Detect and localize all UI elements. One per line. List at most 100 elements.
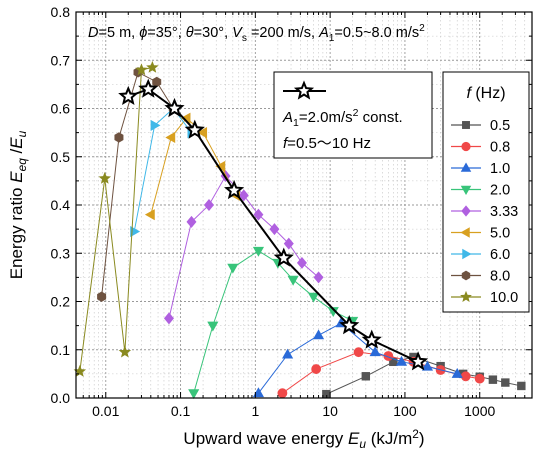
data-point-0-5 (501, 378, 510, 387)
data-point-3-33 (269, 223, 280, 236)
legend-items: 0.5 0.8 1.0 2.0 3.33 5.0 6.0 8.0 10.0 (451, 118, 518, 306)
x-tick-label: 0.1 (171, 403, 191, 419)
data-point-2-0 (252, 246, 265, 257)
legend-item-10-0: 10.0 (451, 290, 518, 306)
legend-marker-icon (460, 290, 472, 303)
data-point-5-0 (144, 209, 155, 221)
data-point-3-33 (186, 215, 197, 228)
reference-point (273, 247, 294, 267)
data-point-1-0 (421, 360, 434, 371)
legend-item-1-0: 1.0 (451, 161, 510, 177)
data-point-10-0 (118, 345, 132, 358)
data-point-3-33 (163, 312, 174, 325)
y-tick-label: 0.1 (51, 342, 71, 358)
data-point-3-33 (283, 237, 294, 250)
x-tick-label: 0.01 (92, 403, 119, 419)
y-axis-label: Energy ratio Eeq​ /Eu​ (7, 130, 29, 279)
data-point-1-0 (252, 387, 265, 398)
legend-item-6-0: 6.0 (451, 247, 510, 263)
data-point-3-33 (203, 199, 214, 211)
y-tick-label: 0.7 (51, 52, 71, 68)
chart-header-text: D=5 m, ϕ=35°, θ=30°, Vs​ =200 m/s, A1​=0… (88, 23, 425, 44)
legend-item-2-0: 2.0 (451, 183, 510, 199)
data-point-0-8 (277, 388, 288, 399)
reference-inset-box (273, 71, 433, 159)
legend-marker-icon (461, 141, 471, 152)
data-point-0-8 (460, 371, 471, 382)
series-line-6-0 (133, 107, 192, 232)
legend-label: 0.8 (490, 140, 510, 156)
y-tick-label: 0.6 (51, 101, 71, 117)
data-point-0-8 (474, 373, 485, 384)
axes: 0.01 0.1 1 10 100 1000 0.0 0.1 0.2 0.3 0.4 0.5 0.6 0.… (51, 4, 532, 419)
reference-inset-const-label: A1​=2.0m/s2​ const. (282, 107, 403, 129)
data-point-0-5 (517, 381, 526, 391)
legend-label: 1.0 (490, 161, 510, 177)
legend-label: 6.0 (490, 247, 510, 263)
x-tick-label: 10 (322, 403, 338, 419)
legend-label: 2.0 (490, 183, 510, 199)
legend-item-0-8: 0.8 (451, 140, 510, 156)
data-point-0-5 (488, 375, 498, 384)
legend-label: 5.0 (490, 226, 510, 242)
legend-marker-icon (462, 121, 470, 129)
reference-line-layer (118, 78, 429, 371)
data-point-1-0 (282, 348, 294, 359)
data-point-1-0 (395, 355, 408, 366)
legend-item-3-33: 3.33 (451, 204, 518, 220)
data-point-3-33 (253, 208, 264, 221)
series-line-0-5 (326, 356, 522, 395)
series-2-0 (188, 246, 359, 400)
reference-inset-star-icon (293, 80, 315, 100)
legend-item-0-5: 0.5 (451, 118, 510, 134)
legend-marker-icon (462, 248, 472, 260)
legend-label: 8.0 (490, 269, 510, 285)
data-point-0-8 (353, 347, 364, 358)
reference-point (184, 119, 205, 139)
legend-item-5-0: 5.0 (451, 226, 510, 242)
reference-inset-star (293, 80, 315, 100)
reference-point (339, 315, 360, 335)
legend-marker-icon (461, 270, 471, 281)
x-tick-label: 100 (393, 403, 417, 419)
data-point-3-33 (296, 256, 307, 269)
data-point-2-0 (287, 275, 299, 286)
data-point-1-0 (312, 329, 325, 340)
legend-marker-icon (461, 205, 471, 217)
data-point-1-0 (451, 367, 463, 378)
reference-inset: A1​=2.0m/s2​ const. f=0.5～10 Hz (273, 71, 433, 159)
data-point-10-0 (98, 171, 112, 184)
legend-marker-icon (460, 185, 472, 196)
reference-point (138, 78, 159, 98)
data-point-8-0 (152, 76, 162, 88)
data-point-3-33 (238, 189, 249, 202)
data-point-2-0 (188, 389, 200, 400)
data-point-2-0 (207, 321, 219, 332)
reference-point (361, 329, 382, 349)
data-point-5-0 (165, 131, 176, 144)
reference-point (224, 179, 245, 200)
legend-item-8-0: 8.0 (451, 269, 510, 285)
legend-label: 3.33 (490, 204, 518, 220)
legend-title: f (Hz) (466, 85, 505, 102)
data-point-0-5 (389, 357, 398, 367)
legend-marker-icon (460, 227, 470, 238)
series-10-0 (73, 60, 159, 377)
data-point-2-0 (227, 263, 239, 274)
x-axis-label: Upward wave energy Eu​ (kJ/m2​) (183, 427, 424, 451)
data-point-2-0 (307, 292, 320, 303)
series-line-3-33 (168, 175, 319, 319)
y-tick-label: 0.5 (51, 149, 71, 165)
data-point-8-0 (114, 132, 124, 143)
data-point-6-0 (150, 119, 161, 131)
reference-point (408, 351, 429, 371)
data-point-3-33 (313, 271, 324, 284)
data-point-10-0 (135, 63, 148, 76)
series-1-0 (252, 317, 463, 398)
legend-label: 0.5 (490, 118, 510, 134)
legend-marker-icon (460, 162, 472, 172)
data-point-0-8 (311, 364, 322, 374)
y-tick-label: 0.4 (51, 197, 71, 213)
data-point-10-0 (146, 60, 159, 73)
